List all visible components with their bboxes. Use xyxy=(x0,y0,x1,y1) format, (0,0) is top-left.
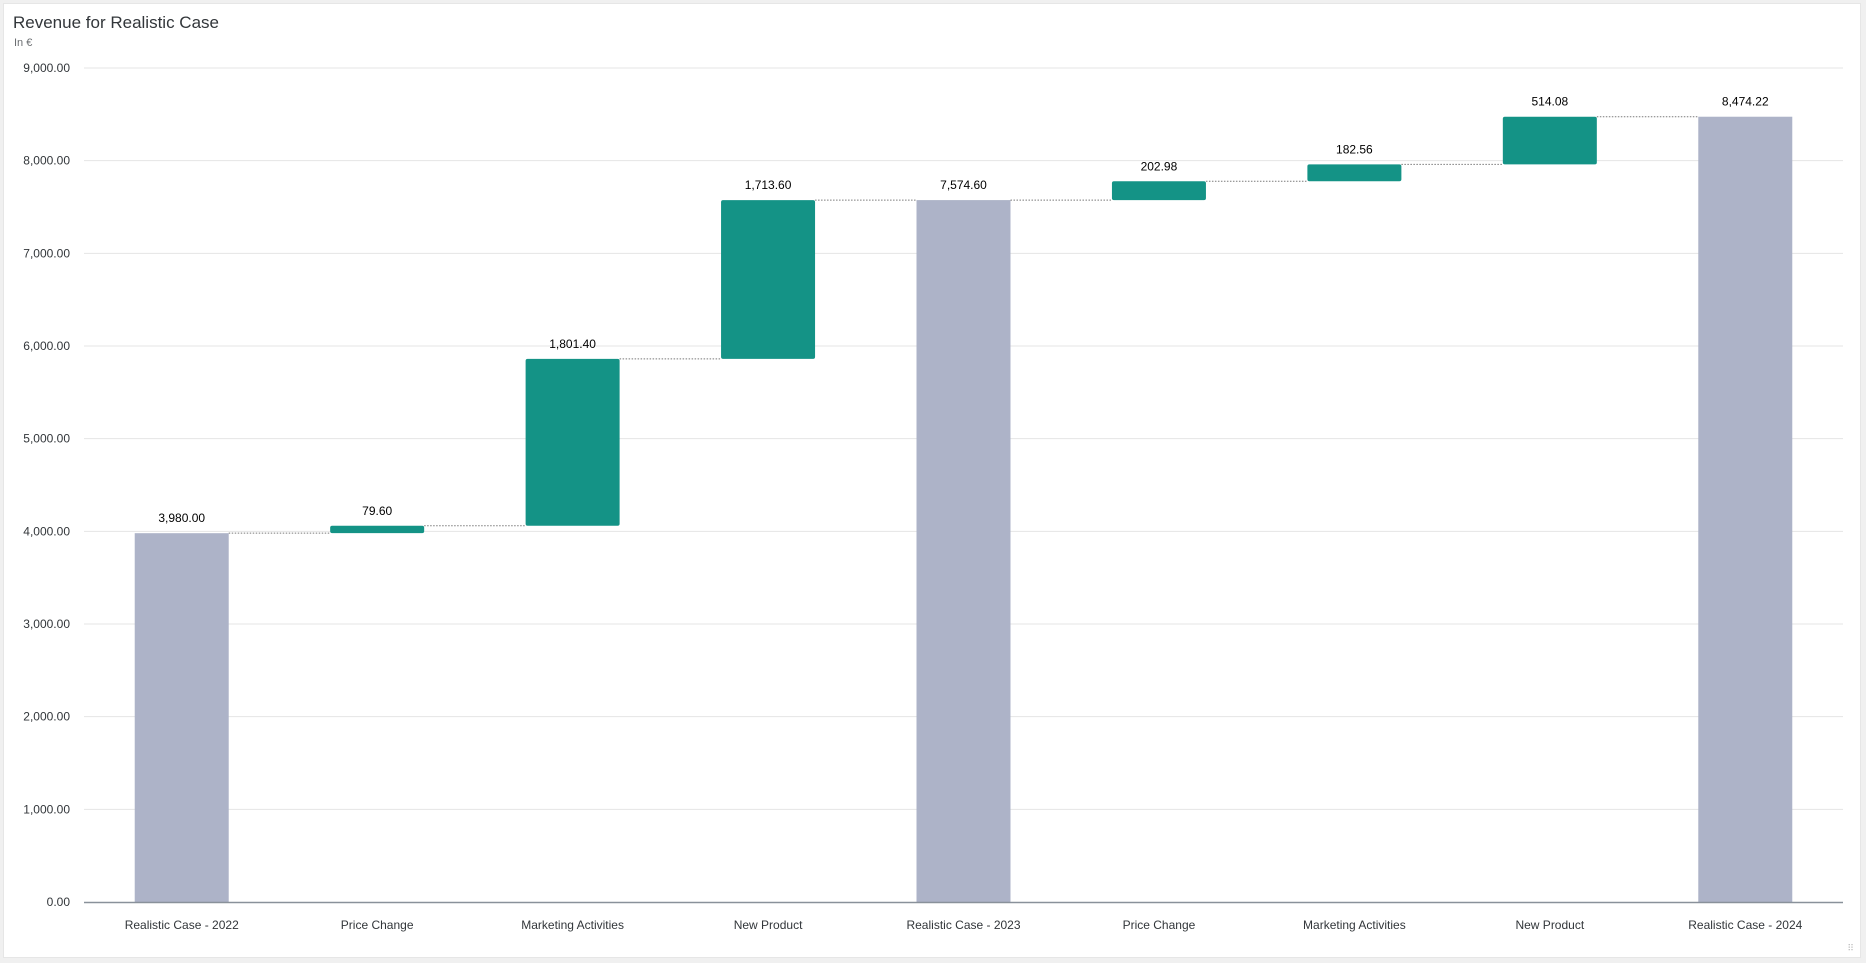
x-tick-label: New Product xyxy=(1515,918,1584,932)
y-tick-label: 2,000.00 xyxy=(23,710,70,724)
x-tick-label: Marketing Activities xyxy=(521,918,624,932)
data-label: 1,801.40 xyxy=(549,337,596,351)
delta-bar xyxy=(525,358,620,526)
x-tick-label: Realistic Case - 2022 xyxy=(125,918,239,932)
delta-bar xyxy=(1111,181,1206,201)
y-tick-label: 1,000.00 xyxy=(23,802,70,816)
bars xyxy=(134,116,1793,903)
x-tick-label: New Product xyxy=(734,918,803,932)
data-labels: 3,980.00 79.60 1,801.40 1,713.60 7,574.60 202… xyxy=(158,95,1769,525)
data-label: 7,574.60 xyxy=(940,178,987,192)
y-axis: 0.00 1,000.00 2,000.00 3,000.00 4,000.00 5,00… xyxy=(23,61,70,909)
data-label: 79.60 xyxy=(362,504,392,518)
x-tick-label: Price Change xyxy=(341,918,414,932)
delta-bar xyxy=(330,525,425,534)
delta-bar xyxy=(1502,116,1597,165)
chart-subtitle: In € xyxy=(14,37,33,49)
y-tick-label: 6,000.00 xyxy=(23,339,70,353)
data-label: 3,980.00 xyxy=(158,511,205,525)
resize-grip-icon[interactable]: ⠿ xyxy=(1847,943,1854,953)
x-axis: Realistic Case - 2022 Price Change Marketi… xyxy=(84,901,1843,932)
connectors xyxy=(228,116,1699,534)
delta-bar xyxy=(1307,164,1402,182)
y-tick-label: 7,000.00 xyxy=(23,246,70,260)
delta-bar xyxy=(721,200,816,359)
data-label: 1,713.60 xyxy=(745,178,792,192)
y-tick-label: 4,000.00 xyxy=(23,524,70,538)
total-bar xyxy=(916,200,1011,903)
data-label: 514.08 xyxy=(1531,95,1568,109)
total-bar xyxy=(1698,116,1793,902)
y-tick-label: 3,000.00 xyxy=(23,617,70,631)
y-tick-label: 9,000.00 xyxy=(23,61,70,75)
total-bar xyxy=(134,533,229,902)
data-label: 202.98 xyxy=(1141,159,1178,173)
x-tick-label: Marketing Activities xyxy=(1303,918,1406,932)
y-tick-label: 0.00 xyxy=(47,895,71,909)
x-tick-label: Price Change xyxy=(1123,918,1196,932)
y-tick-label: 8,000.00 xyxy=(23,154,70,168)
chart-title: Revenue for Realistic Case xyxy=(13,13,219,32)
y-tick-label: 5,000.00 xyxy=(23,432,70,446)
data-label: 8,474.22 xyxy=(1722,95,1769,109)
x-tick-label: Realistic Case - 2024 xyxy=(1688,918,1802,932)
x-tick-label: Realistic Case - 2023 xyxy=(906,918,1020,932)
data-label: 182.56 xyxy=(1336,142,1373,156)
